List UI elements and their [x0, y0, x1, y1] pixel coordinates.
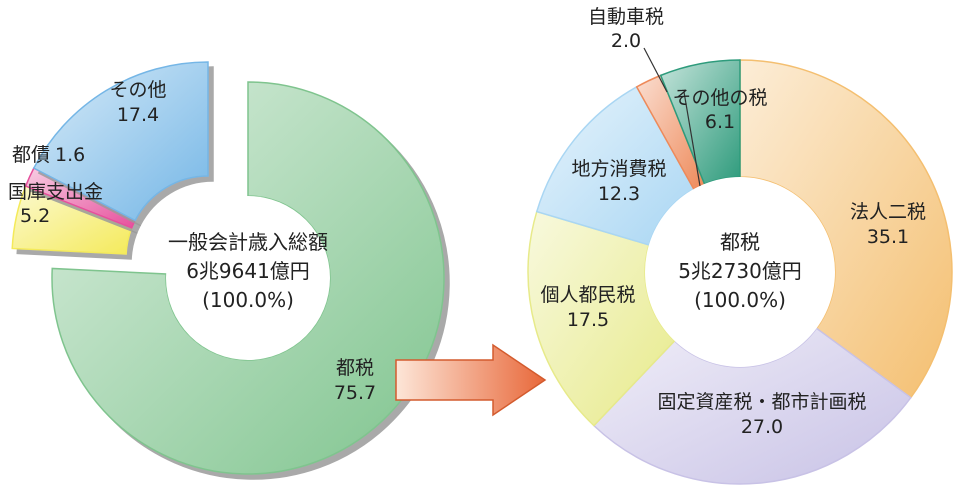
- slice-label-tosai: 都債: [12, 144, 50, 166]
- center-title-right: 都税: [720, 230, 760, 254]
- tax-donut: [527, 59, 953, 485]
- slice-value-kojin: 17.5: [567, 309, 609, 331]
- slice-label-tozei: 都税: [336, 357, 374, 379]
- slice-value-sonota: 17.4: [117, 104, 159, 126]
- slice-value-houjin: 35.1: [867, 226, 909, 248]
- center-percent-left: (100.0%): [202, 288, 294, 312]
- leader-line-jidoushazei: [643, 47, 668, 93]
- slice-sonota: [32, 61, 209, 222]
- slice-label-sonota: その他: [109, 79, 166, 101]
- slice-value-chihoushouhi: 12.3: [598, 183, 640, 205]
- slice-value-kokko: 5.2: [20, 205, 50, 227]
- slice-value-sonotanozei: 6.1: [705, 111, 735, 133]
- center-title-left: 一般会計歳入総額: [168, 230, 328, 254]
- slice-label-jidoushazei: 自動車税: [588, 6, 664, 28]
- slice-value-tosai: 1.6: [55, 144, 85, 166]
- donut-hole-right: [645, 177, 835, 367]
- slice-label-kojin: 個人都民税: [540, 284, 635, 306]
- center-amount-right: 5兆2730億円: [678, 259, 802, 283]
- center-amount-left: 6兆9641億円: [186, 259, 310, 283]
- slice-label-chihoushouhi: 地方消費税: [571, 158, 666, 180]
- slice-label-houjin: 法人二税: [850, 201, 926, 223]
- center-percent-right: (100.0%): [694, 288, 786, 312]
- slice-value-kotei: 27.0: [741, 416, 783, 438]
- slice-value-jidoushazei: 2.0: [611, 30, 641, 52]
- arrow-right-icon: [395, 343, 547, 417]
- slice-label-kotei: 固定資産税・都市計画税: [657, 391, 866, 413]
- slice-value-tozei: 75.7: [334, 382, 376, 404]
- donut-hole-left: [166, 196, 330, 360]
- revenue-donut: [11, 61, 445, 475]
- slice-label-kokko: 国庫支出金: [8, 181, 103, 203]
- leader-line-chihoushouhi: [683, 91, 701, 187]
- slice-label-sonotanozei: その他の税: [672, 87, 767, 109]
